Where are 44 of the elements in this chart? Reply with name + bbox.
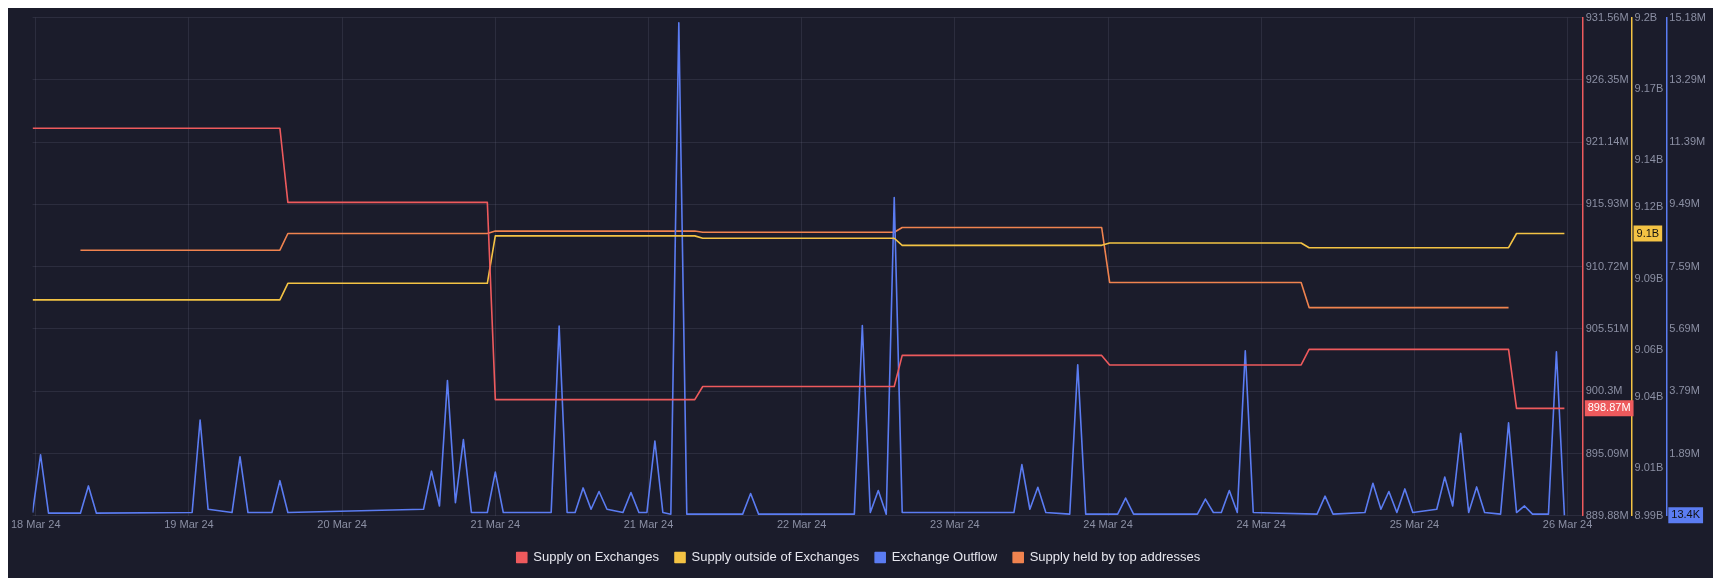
x-tick-label: 22 Mar 24 (776, 518, 827, 531)
y2-tick-label: 9.17B (1634, 81, 1664, 94)
y2-tick-label: 9.06B (1634, 342, 1664, 355)
y-tick-label: 921.14M (1585, 135, 1629, 148)
y3-tick-label: 5.69M (1669, 322, 1700, 335)
y-tick-label: 926.35M (1585, 72, 1629, 85)
y2-tick-label: 9.12B (1634, 200, 1664, 213)
y3-tick-label: 13.29M (1669, 72, 1707, 85)
y3-tick-label: 11.39M (1669, 135, 1706, 148)
y-tick-label: 910.72M (1585, 259, 1629, 272)
x-tick-label: 24 Mar 24 (1083, 518, 1133, 531)
x-tick-label: 25 Mar 24 (1389, 518, 1440, 531)
y3-tick-label: 9.49M (1669, 197, 1700, 210)
y-tick-label: 931.56M (1585, 10, 1629, 23)
x-tick-label: 18 Mar 24 (11, 518, 61, 531)
y3-tick-label: 1.89M (1669, 446, 1700, 459)
legend-label: Exchange Outflow (891, 549, 998, 565)
x-tick-label: 23 Mar 24 (930, 518, 980, 531)
x-tick-label: 19 Mar 24 (164, 518, 214, 531)
y3-tick-label: 7.59M (1669, 259, 1700, 272)
y3-tick-label: 3.79M (1669, 384, 1700, 397)
x-tick-label: 26 Mar 24 (1542, 518, 1593, 531)
legend-label: Supply held by top addresses (1029, 549, 1201, 565)
y-tick-label: 895.09M (1585, 446, 1629, 459)
legend-label: Supply outside of Exchanges (691, 549, 860, 565)
legend-label: Supply on Exchanges (533, 549, 660, 565)
text: 898.87M (1587, 401, 1631, 414)
x-tick-label: 21 Mar 24 (623, 518, 674, 531)
x-tick-label: 24 Mar 24 (1236, 518, 1286, 531)
y3-tick-label: 15.18M (1669, 10, 1707, 23)
x-tick-label: 20 Mar 24 (317, 518, 367, 531)
y-tick-label: 905.51M (1585, 322, 1629, 335)
x-tick-label: 21 Mar 24 (470, 518, 521, 531)
y2-tick-label: 9.01B (1634, 461, 1664, 474)
y2-tick-label: 8.99B (1634, 508, 1664, 521)
y-tick-label: 915.93M (1585, 197, 1629, 210)
y-tick-label: 900.3M (1585, 384, 1623, 397)
text: 13.4K (1671, 508, 1701, 521)
y-tick-label: 889.88M (1585, 508, 1629, 521)
y2-tick-label: 9.14B (1634, 152, 1664, 165)
y2-tick-label: 9.09B (1634, 271, 1664, 284)
text: 9.1B (1636, 226, 1660, 239)
y2-tick-label: 9.2B (1634, 10, 1658, 23)
y2-tick-label: 9.04B (1634, 390, 1664, 403)
